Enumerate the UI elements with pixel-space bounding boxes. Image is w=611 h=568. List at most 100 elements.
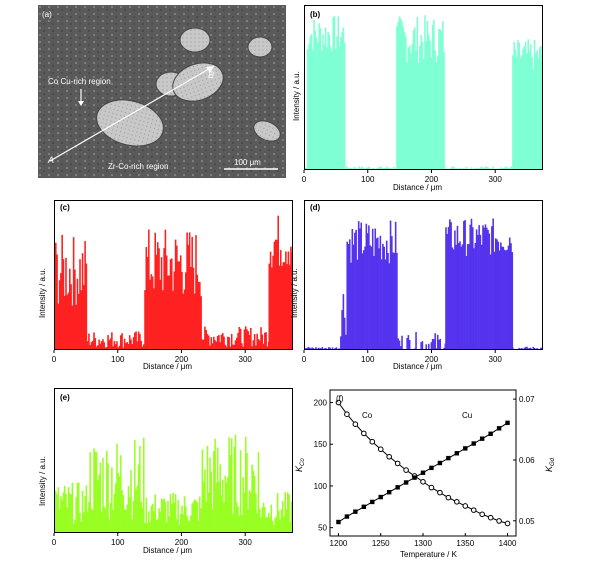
chart-e-frame: (e) [54, 388, 293, 533]
y-tick-left-label: 200 [314, 399, 328, 408]
profile-bar [415, 332, 417, 350]
data-point-cu [497, 426, 501, 430]
chart-d-frame: (d) [304, 200, 543, 350]
panel-a-label: (a) [42, 10, 52, 19]
data-point-cu [345, 514, 349, 518]
chart-f-label: (f) [336, 394, 344, 403]
chart-c-xlabel: Distance / μm [143, 362, 192, 371]
data-point-cu [472, 441, 476, 445]
x-tick-label: 1200 [330, 539, 348, 548]
data-point-cu [429, 466, 433, 470]
data-point-cu [362, 505, 366, 509]
grain [180, 28, 210, 52]
data-point-co [488, 515, 493, 520]
chart-b-ylabel: Intensity / a.u. [292, 71, 301, 121]
chart-c-ylabel: Intensity / a.u. [38, 268, 47, 318]
profile-bar [401, 336, 403, 350]
data-point-co [370, 439, 375, 444]
micrograph-image: (a) Co Cu-rich region Zr-Co-rich region … [38, 5, 286, 178]
zr-region-label: Zr-Co-rich region [108, 162, 168, 171]
series-label-cu: Cu [462, 411, 472, 420]
data-point-co [387, 454, 392, 459]
data-point-co [404, 468, 409, 473]
chart-e-xlabel: Distance / μm [143, 546, 192, 555]
x-tick-label: 1300 [414, 539, 432, 548]
profile-bar [409, 340, 411, 350]
profile-bar [443, 52, 445, 170]
data-point-co [438, 490, 443, 495]
profile-bar [86, 263, 88, 350]
data-point-cu [505, 421, 509, 425]
data-point-cu [370, 500, 374, 504]
data-point-cu [353, 509, 357, 513]
data-point-co [505, 521, 510, 526]
profile-bar [511, 252, 513, 350]
data-point-co [353, 422, 358, 427]
x-tick-label: 0 [302, 175, 307, 184]
data-point-cu [404, 480, 408, 484]
point-b-label: B [208, 70, 214, 80]
data-point-cu [336, 520, 340, 524]
data-point-cu [387, 490, 391, 494]
chart-d-label: (d) [310, 203, 320, 212]
x-tick-label: 1350 [456, 539, 474, 548]
data-point-cu [463, 446, 467, 450]
x-tick-label: 1400 [499, 539, 517, 548]
chart-c-label: (c) [60, 203, 70, 212]
data-point-co [395, 461, 400, 466]
y-axis-left-label: KCo [294, 458, 306, 472]
y-tick-left-label: 150 [314, 440, 328, 449]
data-point-cu [446, 456, 450, 460]
x-tick-label: 100 [361, 355, 375, 364]
chart-c-plot [55, 201, 293, 350]
x-tick-label: 100 [361, 175, 375, 184]
profile-bar [434, 333, 436, 350]
profile-bar [344, 43, 346, 170]
chart-d-ylabel: Intensity / a.u. [290, 268, 299, 318]
y-tick-right-label: 0.07 [519, 395, 535, 404]
data-point-co [362, 431, 367, 436]
data-point-cu [421, 471, 425, 475]
series-label-co: Co [362, 411, 373, 420]
data-point-co [463, 504, 468, 509]
chart-d-xlabel: Distance / μm [393, 362, 442, 371]
data-point-cu [455, 451, 459, 455]
profile-bar [422, 341, 424, 350]
data-point-co [497, 519, 502, 524]
chart-b-plot [305, 6, 543, 170]
x-tick-label: 300 [239, 355, 253, 364]
x-tick-label: 300 [239, 538, 253, 547]
data-point-cu [412, 475, 416, 479]
x-tick-label: 300 [489, 355, 503, 364]
profile-bar [121, 333, 123, 350]
y-tick-right-label: 0.05 [519, 517, 535, 526]
chart-b-xlabel: Distance / μm [393, 183, 442, 192]
chart-e-label: (e) [60, 393, 70, 402]
data-point-co [480, 512, 485, 517]
profile-bar [143, 438, 145, 533]
data-point-cu [379, 495, 383, 499]
y-axis-right-label: KGd [544, 457, 556, 472]
chart-b-frame: (b) [304, 5, 543, 170]
x-tick-label: 100 [111, 538, 125, 547]
y-tick-right-label: 0.06 [519, 456, 535, 465]
data-point-cu [438, 461, 442, 465]
x-tick-label: 0 [302, 355, 307, 364]
data-point-co [421, 479, 426, 484]
data-point-co [378, 447, 383, 452]
profile-bar [396, 253, 398, 350]
x-tick-label: 300 [489, 175, 503, 184]
cu-region-label: Co Cu-rich region [48, 77, 111, 86]
data-point-co [455, 499, 460, 504]
grain [248, 37, 272, 57]
chart-f-xlabel: Temperature / K [400, 550, 457, 559]
point-a-label: A [47, 155, 54, 165]
chart-f-frame [330, 390, 516, 536]
